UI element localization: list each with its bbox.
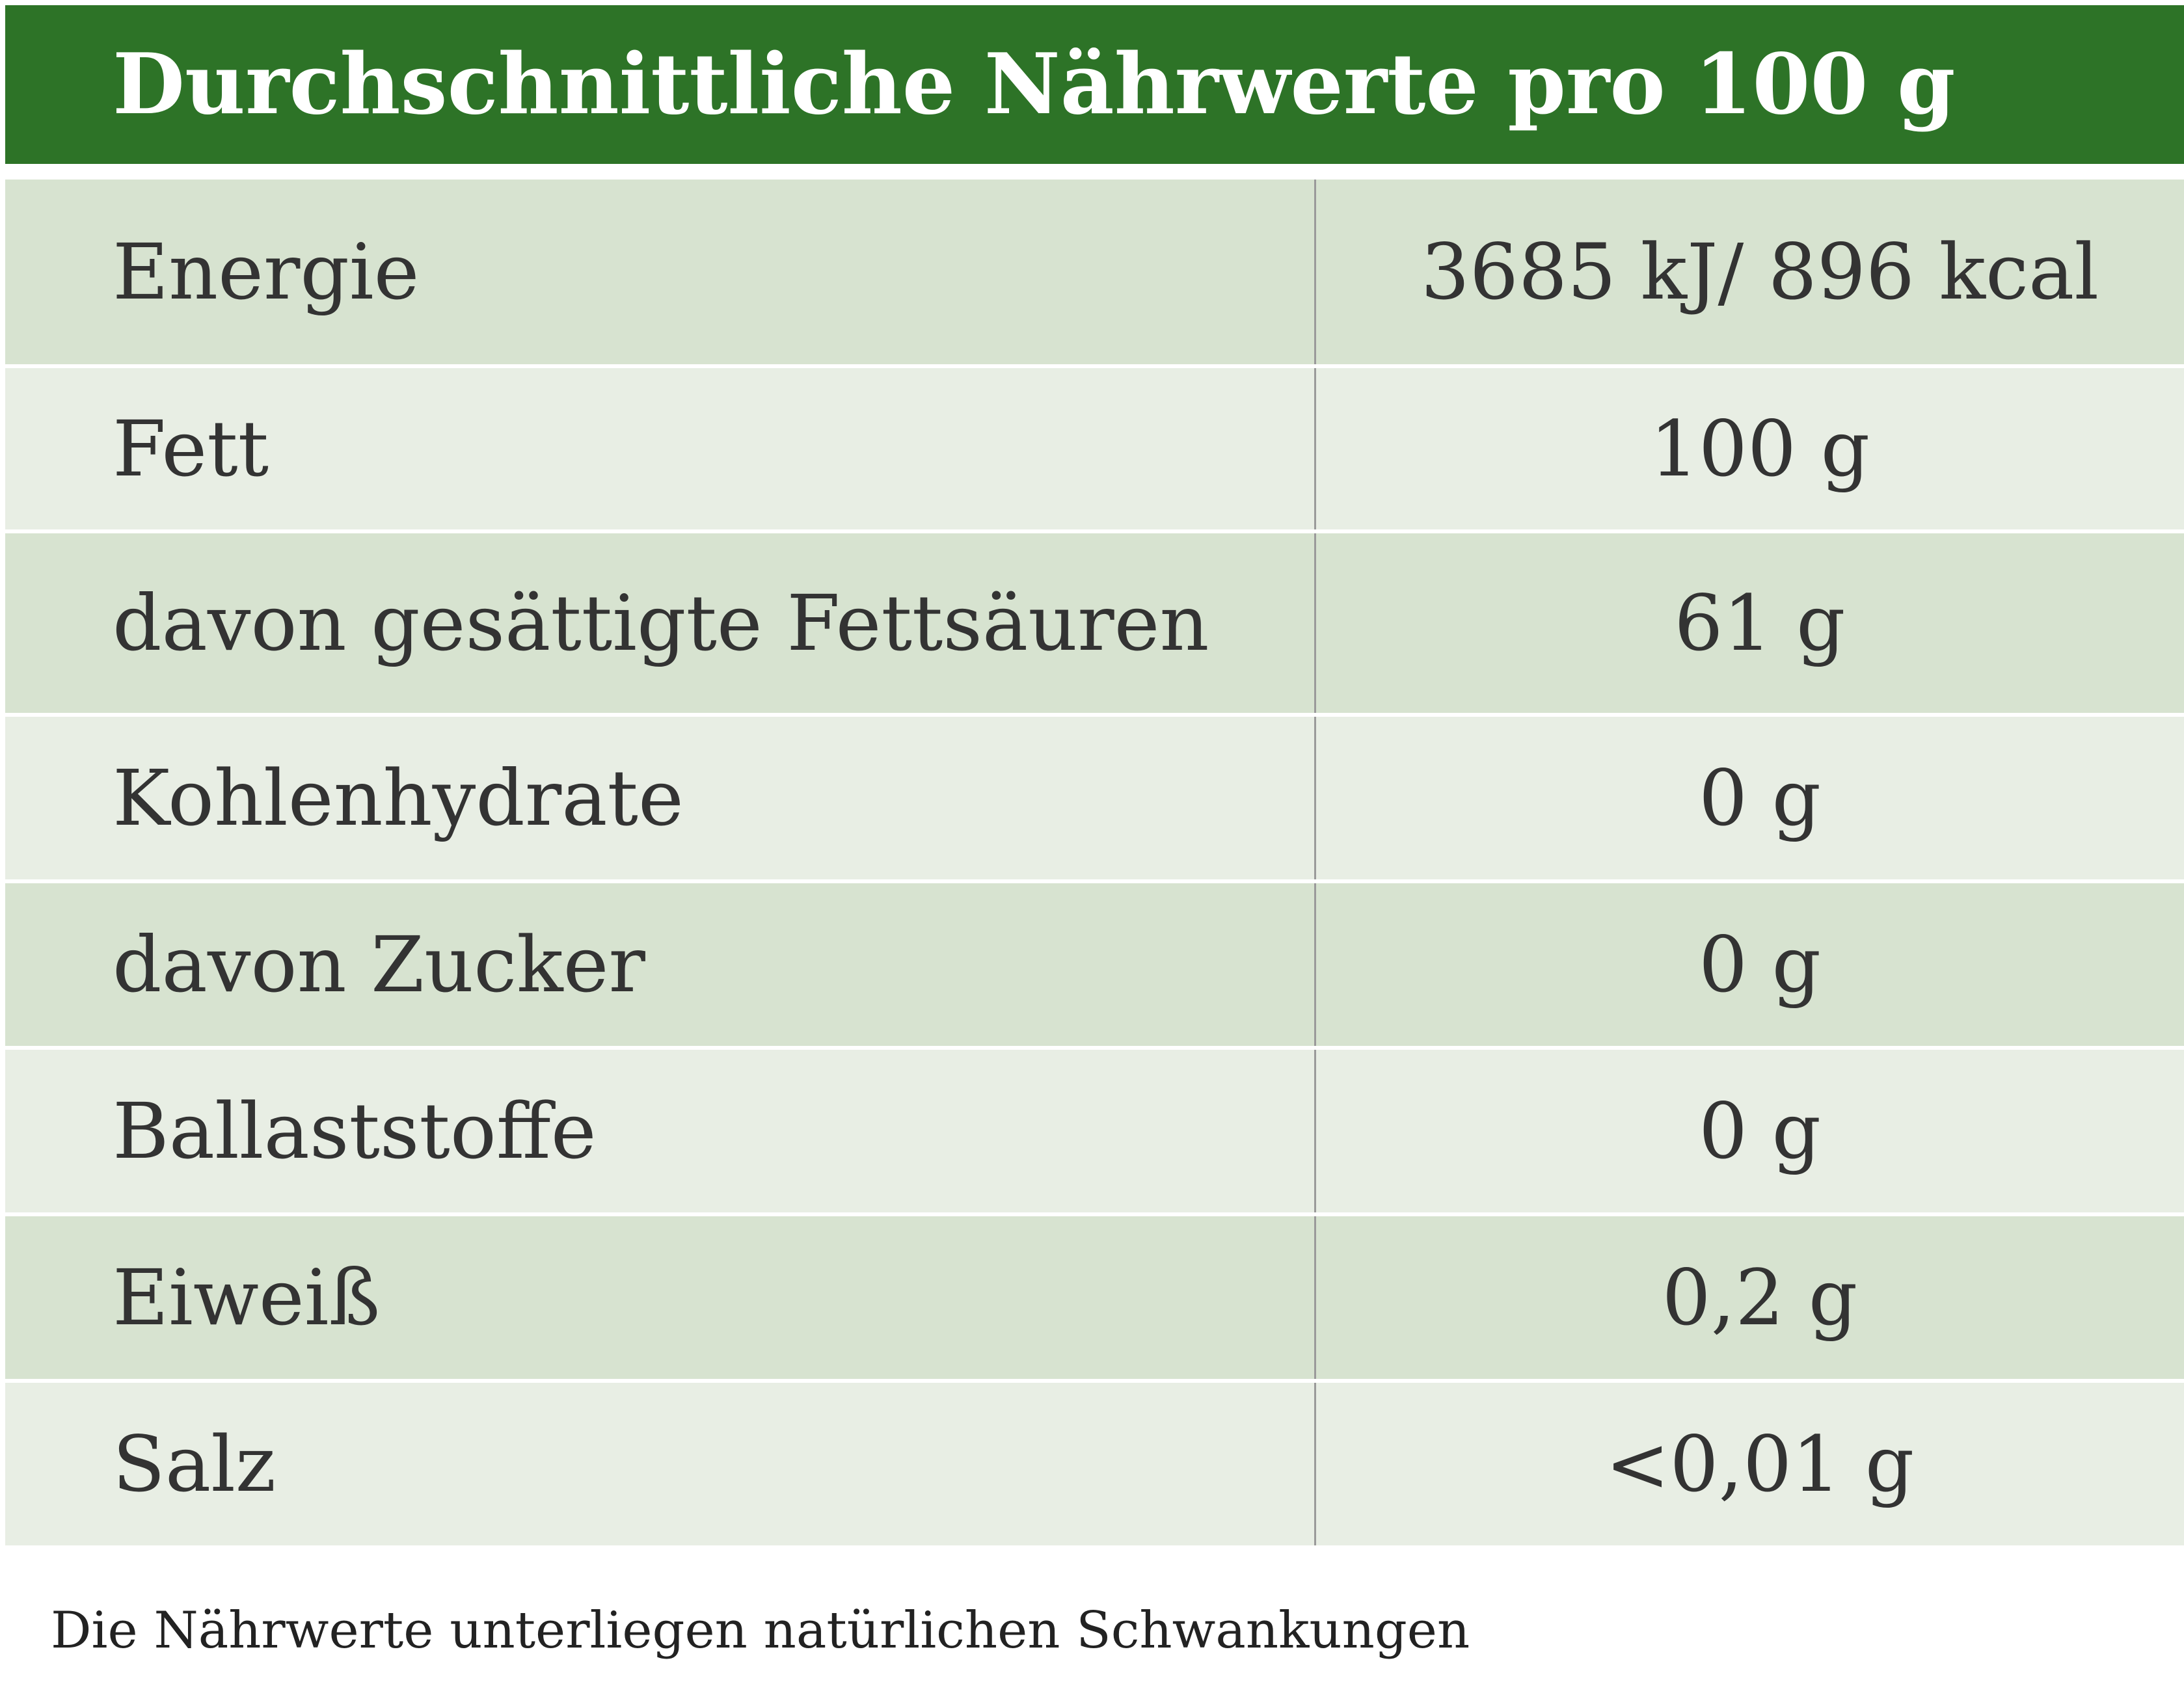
nutrient-label: davon Zucker <box>5 883 1316 1046</box>
nutrient-label: Salz <box>5 1383 1316 1545</box>
nutrient-value: 61 g <box>1674 578 1846 668</box>
nutrient-value: 0 g <box>1698 920 1822 1009</box>
table-row: Ballaststoffe 0 g <box>5 1050 2184 1216</box>
table-row: Salz <0,01 g <box>5 1383 2184 1545</box>
table-row: Eiweiß 0,2 g <box>5 1216 2184 1383</box>
nutrient-value: 100 g <box>1649 404 1870 494</box>
table-row: Energie 3685 kJ/ 896 kcal <box>5 180 2184 368</box>
nutrient-label: Ballaststoffe <box>5 1050 1316 1212</box>
nutrition-table: Energie 3685 kJ/ 896 kcal Fett 100 g dav… <box>5 180 2184 1545</box>
nutrient-value: 3685 kJ/ 896 kcal <box>1420 227 2099 317</box>
nutrient-value: <0,01 g <box>1605 1419 1915 1509</box>
table-row: Fett 100 g <box>5 368 2184 533</box>
nutrient-label: Kohlenhydrate <box>5 717 1316 879</box>
nutrient-label: Energie <box>5 180 1316 364</box>
table-title: Durchschnittliche Nährwerte pro 100 g <box>113 36 1956 133</box>
table-row: Kohlenhydrate 0 g <box>5 717 2184 883</box>
nutrient-value: 0,2 g <box>1662 1253 1858 1342</box>
footnote: Die Nährwerte unterliegen natürlichen Sc… <box>51 1601 1470 1660</box>
nutrient-label: Eiweiß <box>5 1216 1316 1379</box>
table-header: Durchschnittliche Nährwerte pro 100 g <box>5 5 2184 164</box>
nutrient-label: davon gesättigte Fettsäuren <box>5 533 1316 713</box>
table-row: davon gesättigte Fettsäuren 61 g <box>5 533 2184 717</box>
nutrient-value: 0 g <box>1698 1086 1822 1176</box>
nutrient-value: 0 g <box>1698 753 1822 843</box>
nutrient-label: Fett <box>5 368 1316 529</box>
table-row: davon Zucker 0 g <box>5 883 2184 1050</box>
